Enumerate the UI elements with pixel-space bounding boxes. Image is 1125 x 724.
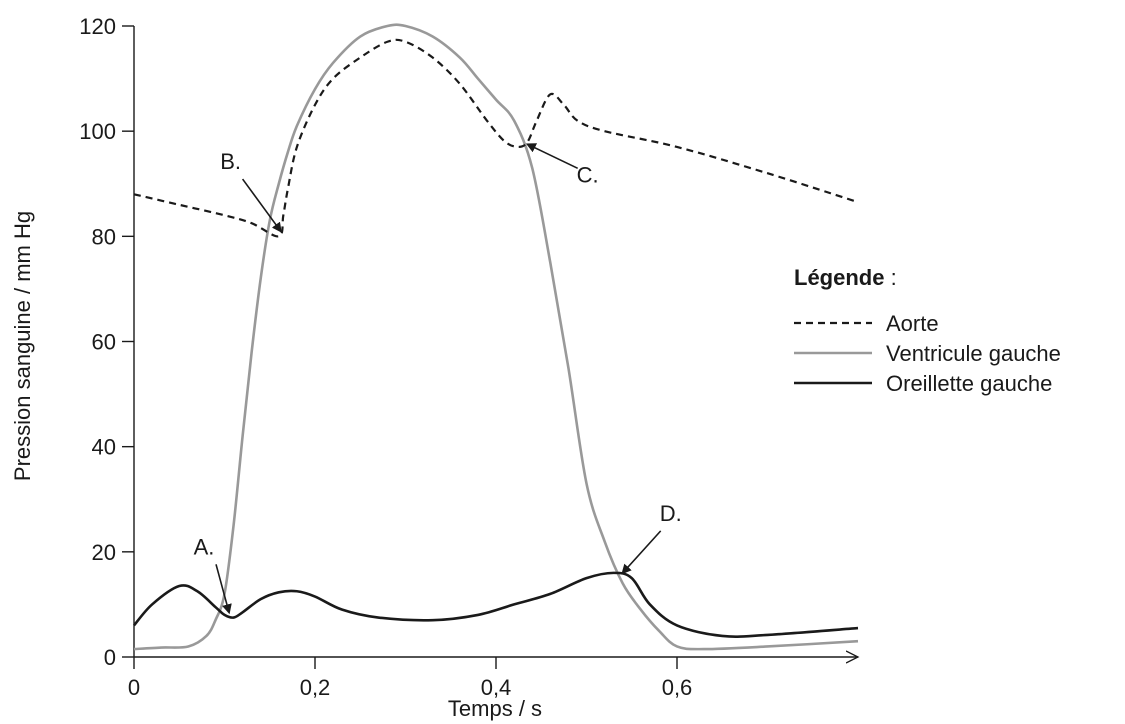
annotation-label: A. xyxy=(194,534,215,559)
series-layer xyxy=(133,23,859,651)
y-ticks: 0 20 40 60 80 100 120 xyxy=(79,14,134,670)
annotation-c: C. xyxy=(525,143,599,187)
y-tick-label: 40 xyxy=(92,435,116,460)
y-tick-label: 120 xyxy=(79,14,116,39)
y-axis-title: Pression sanguine / mm Hg xyxy=(10,211,35,481)
legend-label: Oreillette gauche xyxy=(886,371,1052,396)
series-line-ventricule-gauche xyxy=(133,23,859,651)
series-line-aorte xyxy=(133,38,859,238)
y-tick-label: 0 xyxy=(104,645,116,670)
legend-label: Aorte xyxy=(886,311,939,336)
x-axis-title: Temps / s xyxy=(448,696,542,721)
x-tick-label: 0 xyxy=(128,675,140,700)
legend-items: Aorte Ventricule gauche Oreillette gauche xyxy=(794,311,1061,396)
annotation-arrow xyxy=(215,564,232,615)
y-tick-label: 100 xyxy=(79,119,116,144)
y-tick-label: 20 xyxy=(92,540,116,565)
annotation-arrow xyxy=(525,143,579,170)
x-tick-label: 0,4 xyxy=(481,675,512,700)
annotation-arrow xyxy=(241,178,282,233)
annotation-label: B. xyxy=(220,149,241,174)
y-tick-label: 80 xyxy=(92,224,116,249)
annotation-label: D. xyxy=(660,501,682,526)
x-tick-label: 0,2 xyxy=(300,675,331,700)
annotation-b: B. xyxy=(220,149,282,233)
legend-item-ventricule-gauche: Ventricule gauche xyxy=(794,341,1061,366)
annotation-arrow xyxy=(621,530,662,575)
y-tick-label: 60 xyxy=(92,330,116,355)
legend-label: Ventricule gauche xyxy=(886,341,1061,366)
x-ticks: 0 0,2 0,4 0,6 xyxy=(128,657,692,700)
legend: Légende : Aorte Ventricule gauche Oreillet… xyxy=(794,265,1061,396)
annotation-layer: A. B. C. D. xyxy=(194,143,682,615)
x-tick-label: 0,6 xyxy=(662,675,693,700)
annotation-d: D. xyxy=(621,501,682,575)
legend-heading: Légende : xyxy=(794,265,897,290)
legend-item-oreillette-gauche: Oreillette gauche xyxy=(794,371,1052,396)
series-line-oreillette-gauche xyxy=(133,571,859,638)
annotation-a: A. xyxy=(194,534,232,615)
legend-title-separator: : xyxy=(884,265,896,290)
axes: 0 20 40 60 80 100 120 0 0,2 0,4 0,6 xyxy=(79,14,858,700)
legend-item-aorte: Aorte xyxy=(794,311,939,336)
legend-title: Légende xyxy=(794,265,884,290)
annotation-label: C. xyxy=(577,162,599,187)
